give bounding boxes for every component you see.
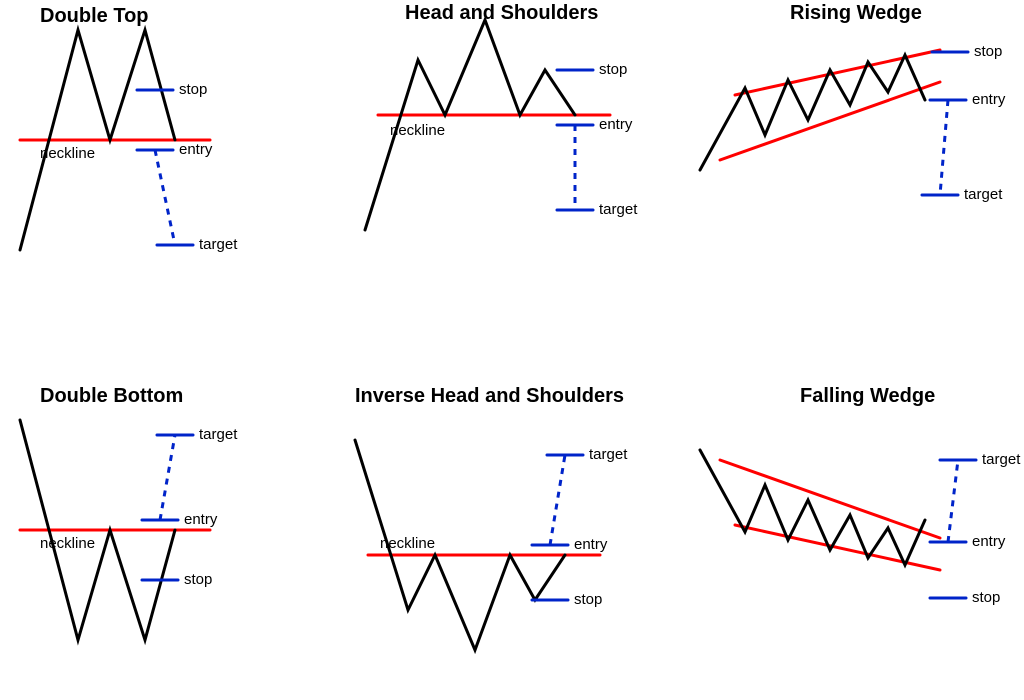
pattern-svg <box>350 0 680 320</box>
pattern-svg <box>690 0 1020 320</box>
price-path <box>365 20 575 230</box>
panel-rising-wedge: Rising Wedgestopentrytarget <box>690 0 1020 320</box>
projection-line <box>948 460 958 542</box>
pattern-svg <box>340 380 670 700</box>
projection-line <box>160 435 175 520</box>
panel-head-and-shoulders: Head and Shouldersstopentrytargetnecklin… <box>350 0 680 320</box>
pattern-svg <box>10 0 340 320</box>
panel-double-top: Double Topstopentrytargetneckline <box>10 0 340 320</box>
panel-inverse-head-and-shoulders: Inverse Head and Shoulderstargetentrysto… <box>340 380 670 700</box>
neckline <box>735 50 940 95</box>
projection-line <box>550 455 565 545</box>
projection-line <box>155 150 175 245</box>
neckline <box>720 460 940 538</box>
pattern-svg <box>690 380 1020 700</box>
panel-falling-wedge: Falling Wedgetargetentrystop <box>690 380 1020 700</box>
projection-line <box>940 100 948 195</box>
chart-patterns-canvas: Double TopstopentrytargetnecklineHead an… <box>0 0 1024 698</box>
pattern-svg <box>10 380 340 700</box>
panel-double-bottom: Double Bottomtargetentrystopneckline <box>10 380 340 700</box>
price-path <box>700 55 925 170</box>
neckline <box>720 82 940 160</box>
price-path <box>700 450 925 565</box>
neckline <box>735 525 940 570</box>
